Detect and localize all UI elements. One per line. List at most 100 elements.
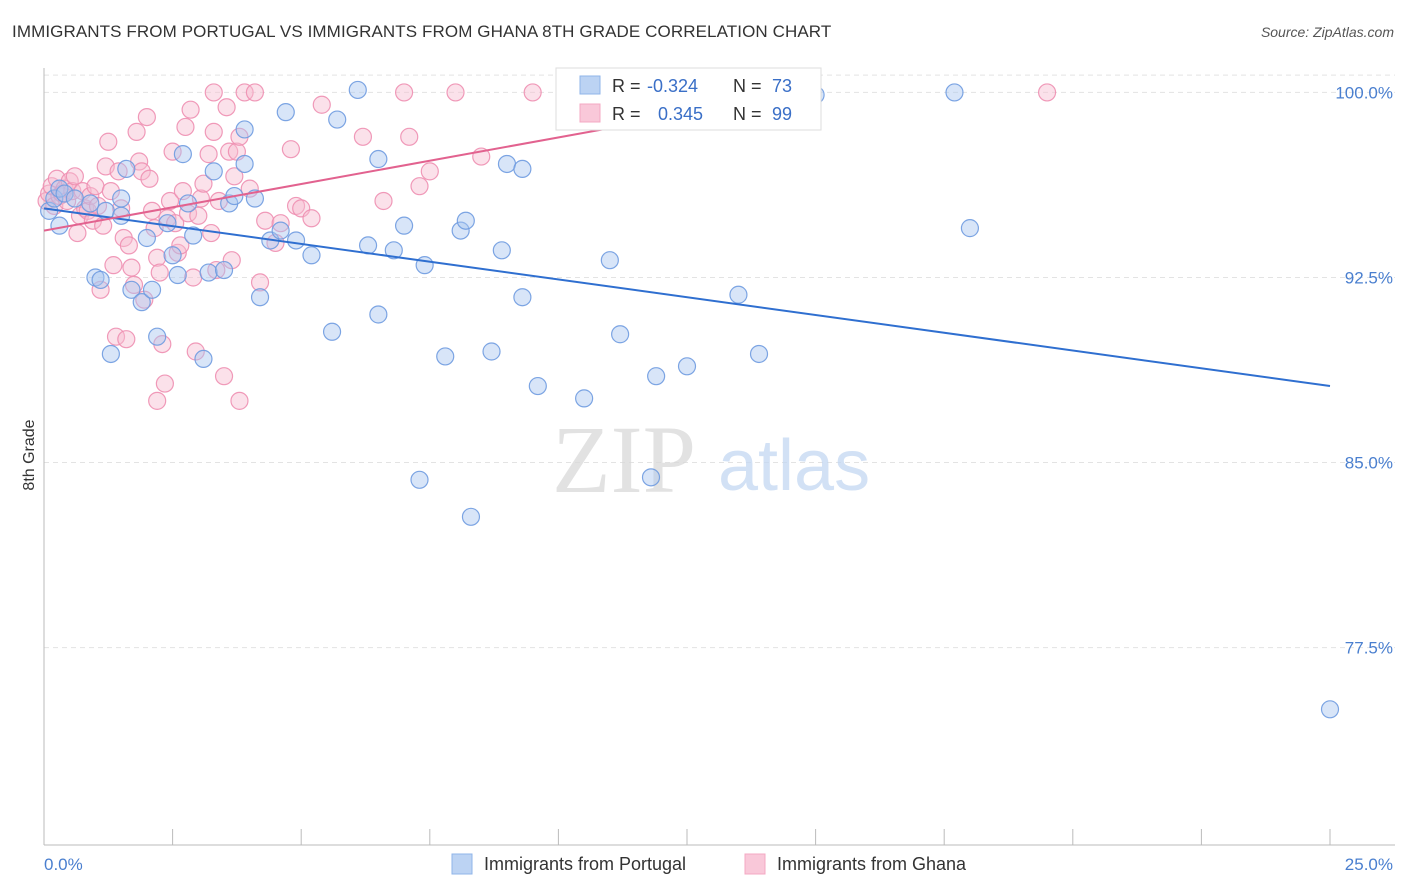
scatter-point-ghana <box>189 206 208 225</box>
y-tick-label: 92.5% <box>1345 268 1393 287</box>
scatter-point-ghana <box>99 132 118 151</box>
scatter-point-ghana <box>176 117 195 137</box>
scatter-point-ghana <box>186 342 205 361</box>
scatter-point-portugal <box>749 344 769 364</box>
scatter-point-portugal <box>204 162 223 181</box>
scatter-point-ghana <box>184 268 203 287</box>
scatter-point-portugal <box>214 260 234 280</box>
scatter-point-portugal <box>482 342 501 361</box>
scatter-point-portugal <box>369 149 388 169</box>
scatter-point-portugal <box>647 367 666 386</box>
scatter-point-ghana <box>181 100 200 119</box>
scatter-point-ghana <box>68 223 87 243</box>
scatter-point-ghana <box>374 191 393 211</box>
scatter-point-portugal <box>235 120 254 139</box>
scatter-point-ghana <box>446 83 465 102</box>
scatter-point-ghana <box>160 191 180 211</box>
scatter-point-portugal <box>528 376 547 396</box>
scatter-point-ghana <box>312 95 331 114</box>
scatter-point-portugal <box>575 389 594 408</box>
scatter-point-portugal <box>122 280 141 299</box>
watermark: ZIP atlas <box>552 406 870 513</box>
stats-r-value-ghana: 0.345 <box>658 104 703 124</box>
scatter-point-portugal <box>369 305 388 324</box>
scatter-point-portugal <box>235 154 254 174</box>
y-tick-labels: 100.0% 92.5% 85.0% 77.5% <box>1335 83 1393 657</box>
scatter-point-ghana <box>132 162 151 181</box>
scatter-point-portugal <box>194 349 213 369</box>
stats-box: R = -0.324 N = 73 R = 0.345 N = 99 <box>555 67 822 131</box>
scatter-point-portugal <box>945 83 964 102</box>
watermark-atlas: atlas <box>718 426 870 506</box>
stats-n-label-portugal: N = <box>733 76 762 96</box>
scatter-point-ghana <box>135 290 154 309</box>
stats-swatch-ghana <box>579 103 601 123</box>
scatter-point-portugal <box>81 194 100 213</box>
scatter-point-portugal <box>91 270 110 290</box>
scatter-point-ghana <box>171 236 190 255</box>
scatter-point-portugal <box>513 159 532 179</box>
scatter-point-portugal <box>271 221 290 240</box>
y-tick-label: 100.0% <box>1335 83 1393 102</box>
scatter-point-portugal <box>117 159 136 179</box>
scatter-point-portugal <box>600 251 619 270</box>
scatter-point-portugal <box>148 327 167 346</box>
legend-item-ghana[interactable]: Immigrants from Ghana <box>744 853 967 875</box>
scatter-point-ghana <box>225 167 244 186</box>
source-label: Source: ZipAtlas.com <box>1260 24 1394 40</box>
scatter-point-ghana <box>155 374 174 393</box>
scatter-point-portugal <box>65 189 84 208</box>
scatter-point-portugal <box>348 80 367 100</box>
scatter-point-portugal <box>436 347 455 366</box>
scatter-point-ghana <box>140 169 159 188</box>
scatter-point-ghana <box>245 83 265 102</box>
scatter-point-ghana <box>150 263 169 282</box>
x-tick-labels: 0.0% 25.0% <box>44 855 1393 874</box>
scatter-point-portugal <box>184 226 203 245</box>
scatter-point-ghana <box>199 145 218 164</box>
scatter-point-portugal <box>245 189 265 208</box>
stats-r-label-portugal: R = <box>612 76 641 96</box>
ghana-points <box>37 83 1057 410</box>
scatter-point-portugal <box>276 103 295 122</box>
scatter-point-ghana <box>410 177 429 196</box>
scatter-point-ghana <box>271 214 290 233</box>
scatter-point-ghana <box>230 391 249 410</box>
scatter-point-portugal <box>45 189 64 208</box>
scatter-point-ghana <box>302 209 321 228</box>
scatter-point-ghana <box>65 167 84 186</box>
y-tick-label: 77.5% <box>1345 639 1393 658</box>
stats-swatch-portugal <box>579 75 601 95</box>
scatter-point-ghana <box>204 83 223 102</box>
scatter-point-portugal <box>112 189 131 208</box>
scatter-point-ghana <box>400 127 419 146</box>
scatter-point-portugal <box>410 470 429 489</box>
scatter-point-ghana <box>117 330 136 349</box>
chart-title: IMMIGRANTS FROM PORTUGAL VS IMMIGRANTS F… <box>12 22 832 41</box>
scatter-point-ghana <box>148 391 167 410</box>
watermark-zip: ZIP <box>552 406 696 513</box>
scatter-point-ghana <box>124 275 144 294</box>
scatter-point-portugal <box>394 216 414 235</box>
scatter-point-portugal <box>328 110 347 129</box>
scatter-point-portugal <box>137 228 156 248</box>
legend-label-portugal: Immigrants from Portugal <box>484 854 686 874</box>
scatter-point-portugal <box>641 468 661 487</box>
x-tick-label: 0.0% <box>44 855 83 874</box>
scatter-point-ghana <box>1037 83 1057 102</box>
scatter-point-ghana <box>235 83 254 102</box>
y-axis-label: 8th Grade <box>21 419 38 490</box>
legend-swatch-ghana <box>744 853 766 875</box>
trend-line-portugal <box>43 207 1331 388</box>
scatter-point-ghana <box>250 273 270 292</box>
scatter-point-ghana <box>281 140 301 159</box>
scatter-point-portugal <box>513 288 532 307</box>
scatter-point-ghana <box>194 174 213 193</box>
stats-n-label-ghana: N = <box>733 104 762 124</box>
scatter-point-portugal <box>286 231 306 250</box>
scatter-point-portugal <box>50 216 69 235</box>
scatter-point-ghana <box>86 177 105 196</box>
scatter-point-portugal <box>611 325 630 344</box>
legend-item-portugal[interactable]: Immigrants from Portugal <box>451 853 686 875</box>
scatter-point-portugal <box>199 263 218 282</box>
